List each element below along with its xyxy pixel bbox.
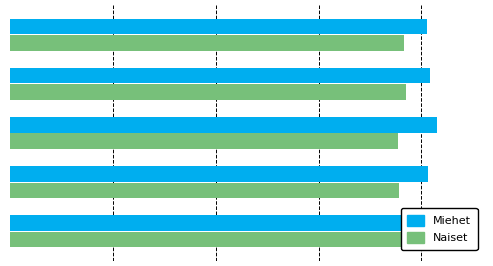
Bar (10, 215, 444, 231)
Bar (10, 166, 427, 182)
Bar (10, 35, 404, 51)
Legend: Miehet, Naiset: Miehet, Naiset (401, 208, 478, 250)
Bar (10, 232, 401, 247)
Bar (10, 117, 437, 132)
Bar (10, 134, 398, 149)
Bar (10, 68, 429, 84)
Bar (10, 19, 426, 34)
Bar (10, 84, 406, 100)
Bar (10, 182, 399, 198)
